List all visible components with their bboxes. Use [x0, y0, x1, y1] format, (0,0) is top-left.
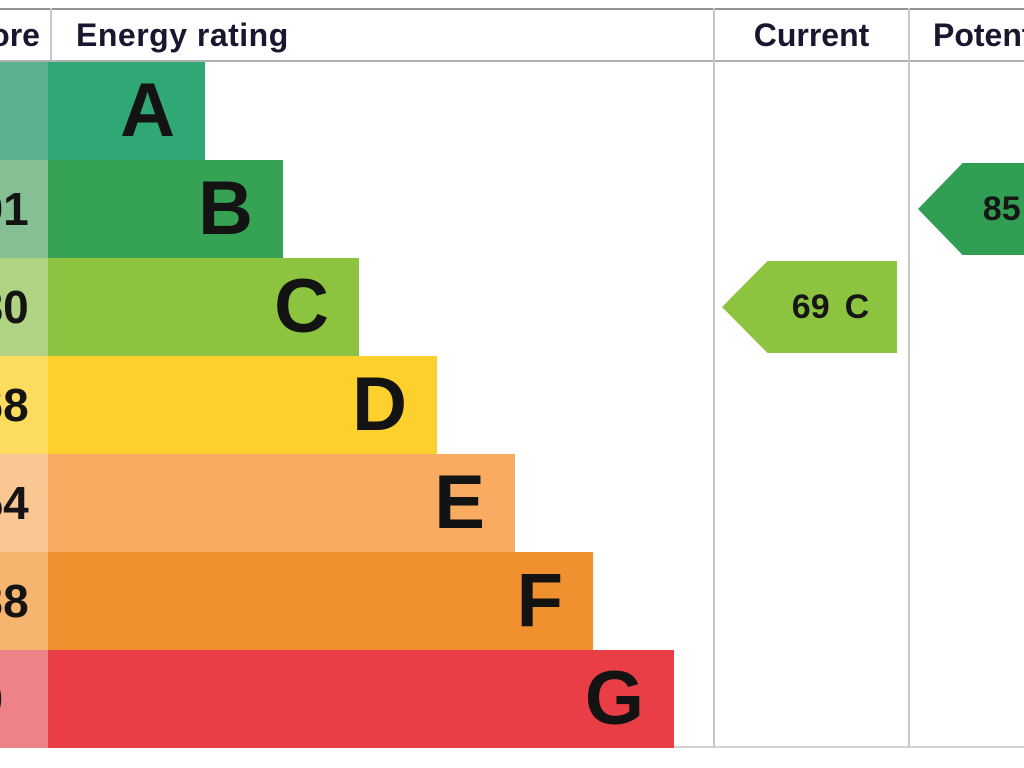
band-bar-b: B	[48, 160, 283, 258]
band-letter: C	[274, 264, 329, 349]
score-range-label: 1-20	[0, 650, 3, 748]
band-row-f: 21-38 F	[0, 552, 674, 650]
current-rating-arrow: 69 C	[722, 261, 897, 353]
score-range-label: 55-68	[0, 379, 29, 431]
score-range-cell-g: 1-20	[0, 650, 48, 748]
band-letter: A	[120, 68, 175, 153]
band-bar-d: D	[48, 356, 437, 454]
band-letter: F	[516, 558, 563, 643]
band-row-b: 81-91 B	[0, 160, 674, 258]
potential-column-header: Potential	[933, 17, 1024, 53]
band-row-d: 55-68 D	[0, 356, 674, 454]
band-row-c: 69-80 C	[0, 258, 674, 356]
score-range-cell-f: 21-38	[0, 552, 48, 650]
band-bar-g: G	[48, 650, 674, 748]
potential-column-divider	[908, 8, 910, 748]
score-range-label: 81-91	[0, 183, 29, 235]
score-range-cell-b: 81-91	[0, 160, 48, 258]
score-range-cell-a: 92+	[0, 62, 48, 160]
potential-rating-value: 85	[982, 189, 1021, 228]
band-bar-a: A	[48, 62, 205, 160]
score-range-cell-e: 39-54	[0, 454, 48, 552]
band-row-e: 39-54 E	[0, 454, 674, 552]
score-range-label: 69-80	[0, 281, 29, 333]
current-rating-value: 69	[791, 287, 830, 326]
score-column-divider	[50, 8, 52, 60]
score-range-cell-c: 69-80	[0, 258, 48, 356]
band-row-a: 92+ A	[0, 62, 674, 160]
energy-rating-column-header: Energy rating	[76, 17, 289, 53]
score-range-cell-d: 55-68	[0, 356, 48, 454]
current-column-header: Current	[753, 17, 870, 53]
score-column-header: Score	[0, 17, 40, 53]
band-row-g: 1-20 G	[0, 650, 674, 748]
band-bar-e: E	[48, 454, 515, 552]
band-bar-c: C	[48, 258, 359, 356]
band-letter: B	[198, 166, 253, 251]
band-letter: G	[584, 656, 644, 741]
band-rows: 92+ A 81-91 B 69-80 C 55-68 D 39-54 E 21…	[0, 62, 674, 748]
band-letter: D	[352, 362, 407, 447]
band-bar-f: F	[48, 552, 593, 650]
table-top-border	[0, 8, 1024, 10]
band-letter: E	[434, 460, 485, 545]
current-rating-band-letter: C	[844, 287, 870, 326]
current-column-divider	[713, 8, 715, 748]
score-range-label: 21-38	[0, 575, 29, 627]
potential-rating-arrow: 85 B	[918, 163, 1024, 255]
header-bottom-border	[0, 60, 1024, 62]
score-range-label: 39-54	[0, 477, 29, 529]
